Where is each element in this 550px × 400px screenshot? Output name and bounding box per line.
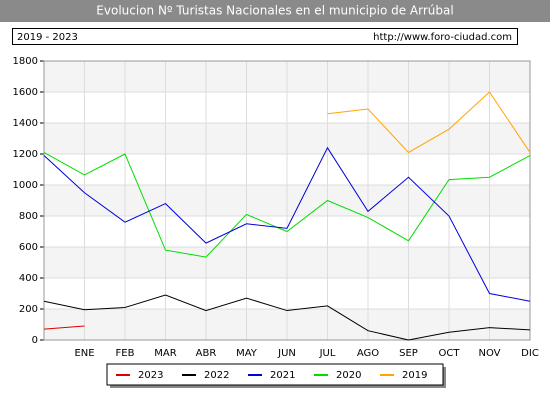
y-tick-label: 1800: [13, 56, 38, 67]
series-line: [43, 146, 531, 302]
x-tick-label: ABR: [196, 348, 217, 359]
y-tick-label: 1200: [13, 149, 38, 160]
series-line: [43, 152, 531, 258]
x-tick-label: MAR: [154, 348, 176, 359]
y-tick-label: 1600: [13, 87, 38, 98]
y-tick-label: 600: [19, 242, 38, 253]
x-tick-label: JUL: [319, 348, 336, 359]
series-line: [43, 325, 85, 330]
period: 2019 - 2023: [17, 32, 78, 43]
y-tick-label: 1400: [13, 118, 38, 129]
plot-border: [43, 60, 531, 341]
y-tick-label: 1000: [13, 180, 38, 191]
legend-label: 2020: [336, 370, 361, 381]
legend-label: 2021: [270, 370, 295, 381]
title-bar: [0, 0, 550, 22]
y-tick-label: 200: [19, 304, 38, 315]
chart-title: Evolucion Nº Turistas Nacionales en el m…: [96, 4, 453, 18]
legend-label: 2019: [402, 370, 427, 381]
series-line: [327, 91, 531, 154]
y-tick-label: 0: [32, 335, 38, 346]
x-tick-label: SEP: [399, 348, 418, 359]
legend-label: 2023: [138, 370, 163, 381]
legend-label: 2022: [204, 370, 229, 381]
y-tick-label: 400: [19, 273, 38, 284]
x-tick-label: NOV: [478, 348, 500, 359]
x-tick-label: ENE: [74, 348, 94, 359]
y-tick-label: 800: [19, 211, 38, 222]
info-box: [12, 28, 518, 45]
x-tick-label: DIC: [521, 348, 539, 359]
legend: [106, 363, 444, 386]
x-tick-label: OCT: [439, 348, 461, 359]
series-line: [43, 294, 531, 341]
x-tick-label: AGO: [357, 348, 379, 359]
source: http://www.foro-ciudad.com: [373, 32, 512, 43]
x-tick-label: FEB: [116, 348, 135, 359]
x-tick-label: JUN: [277, 348, 296, 359]
x-tick-label: MAY: [236, 348, 258, 359]
